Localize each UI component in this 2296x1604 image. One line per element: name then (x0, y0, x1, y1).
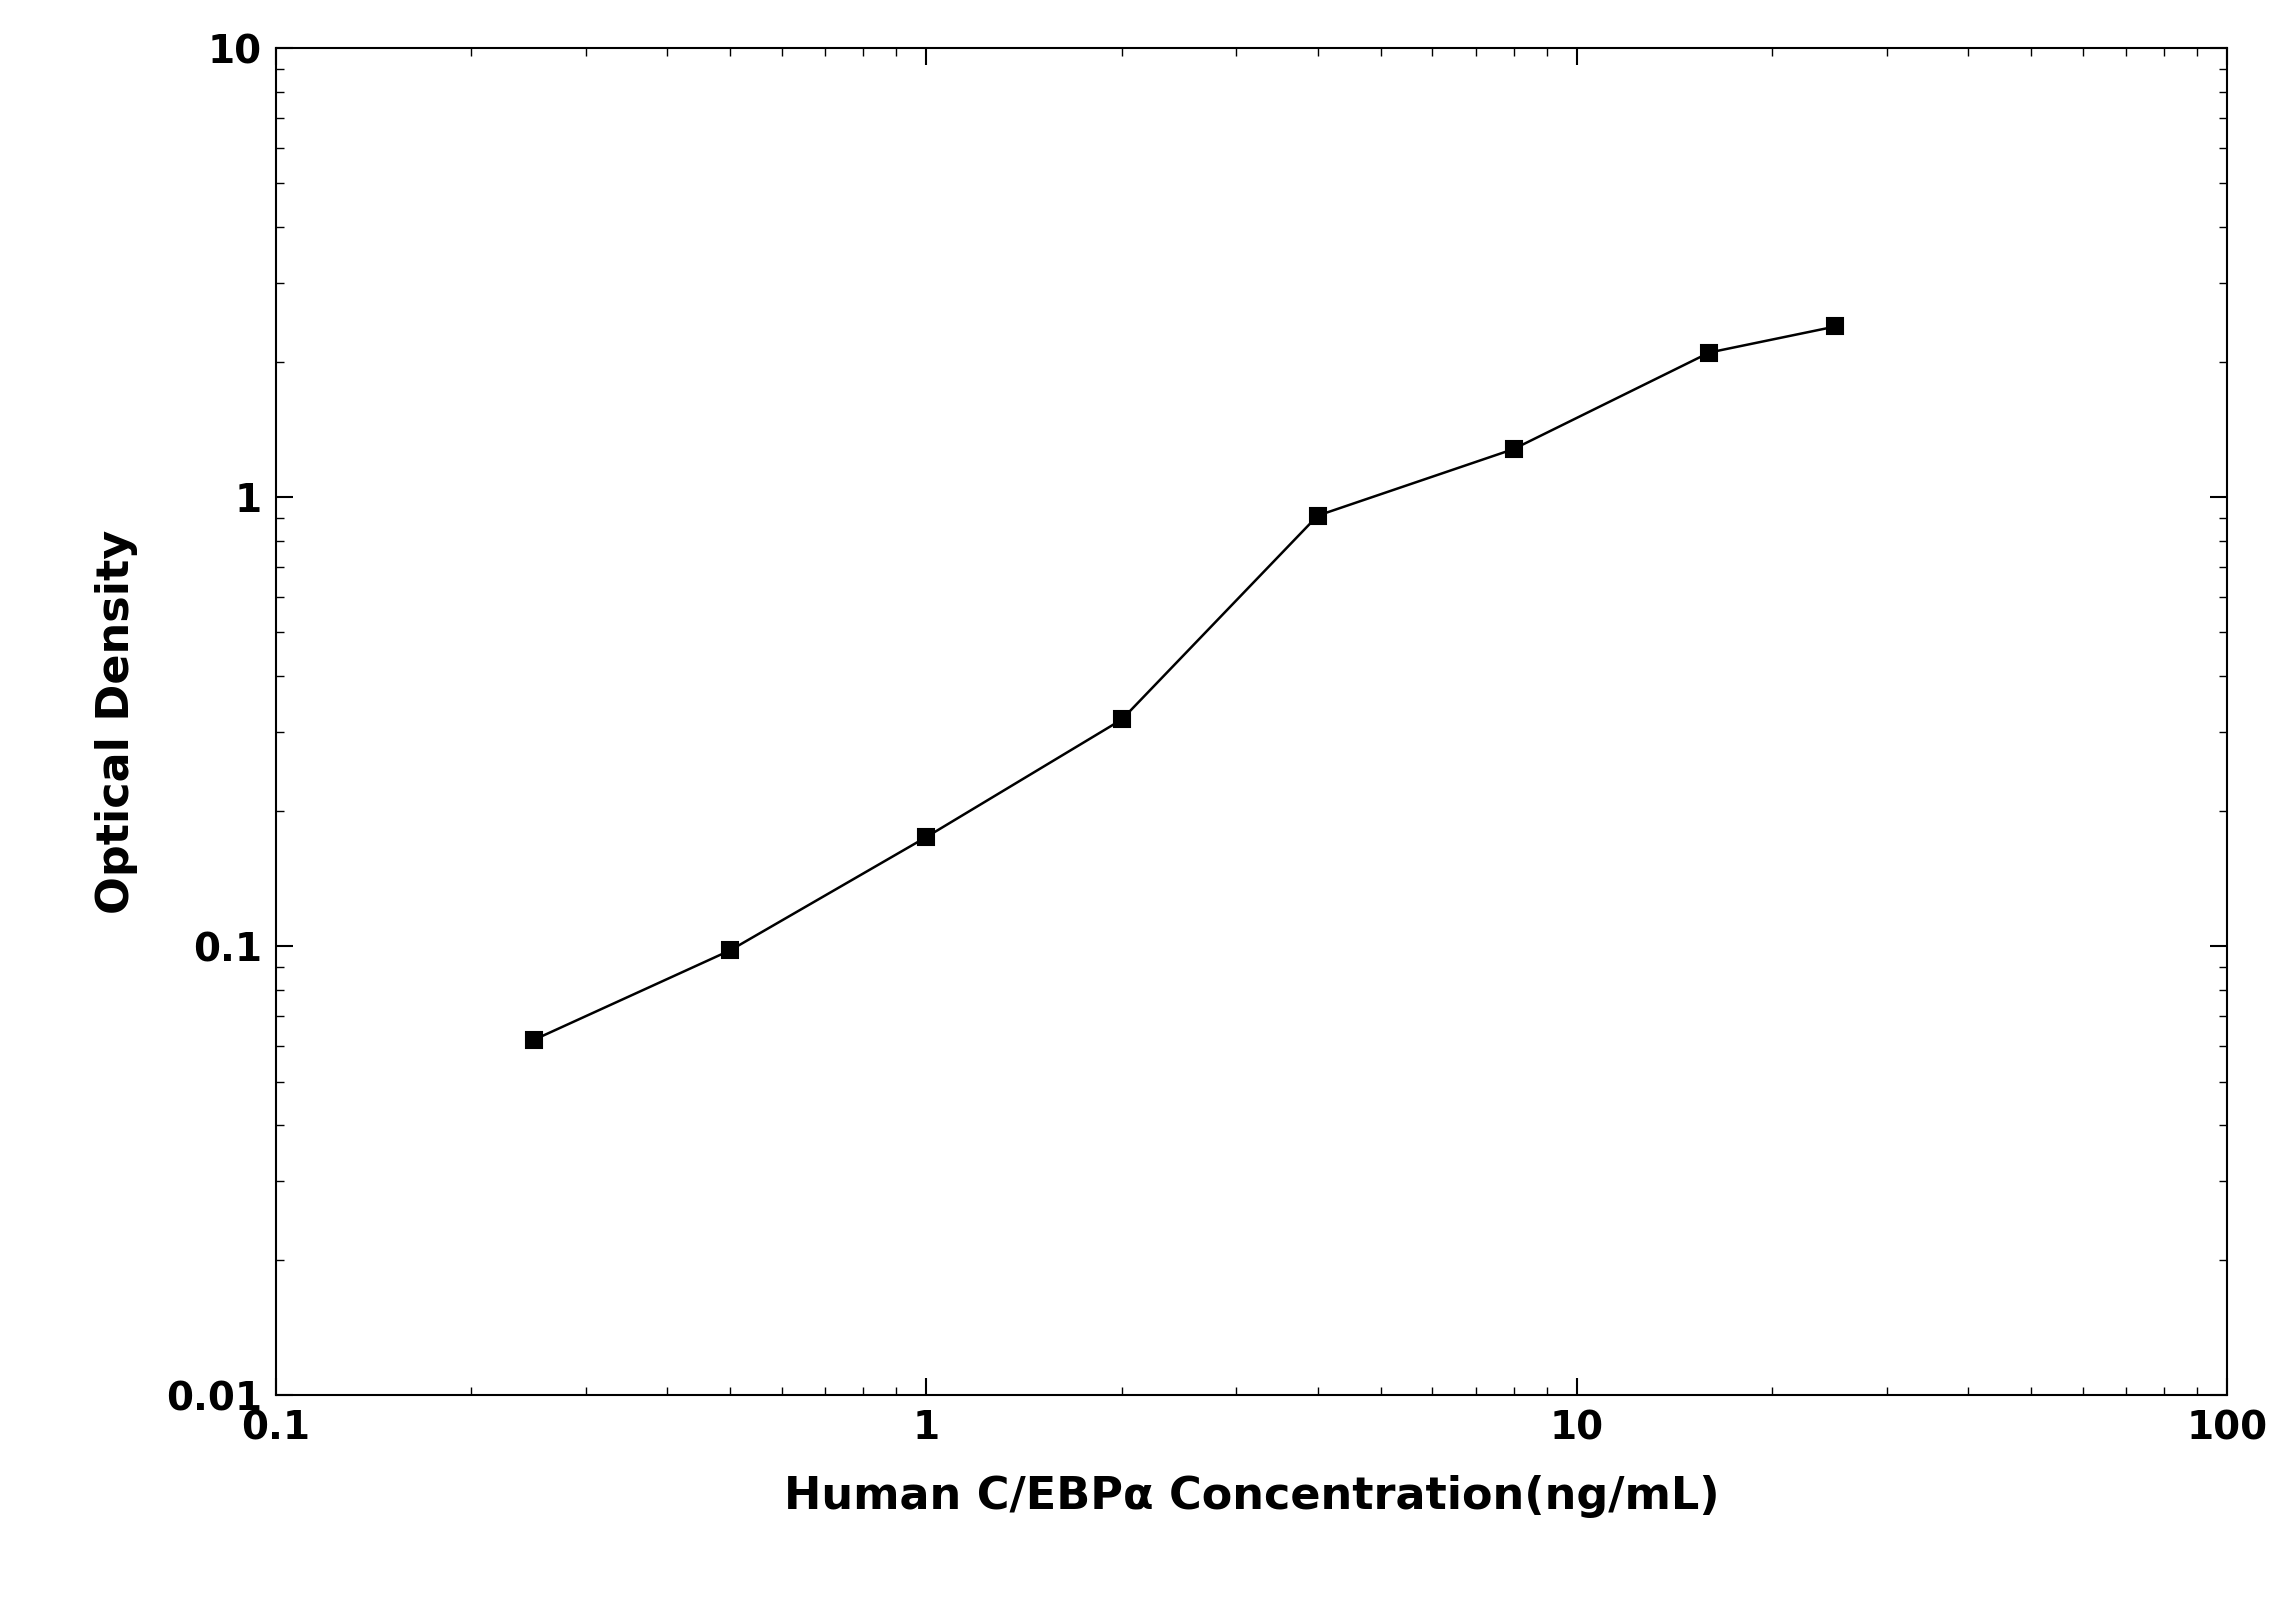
Y-axis label: Optical Density: Optical Density (94, 529, 138, 914)
X-axis label: Human C/EBPα Concentration(ng/mL): Human C/EBPα Concentration(ng/mL) (783, 1476, 1720, 1517)
